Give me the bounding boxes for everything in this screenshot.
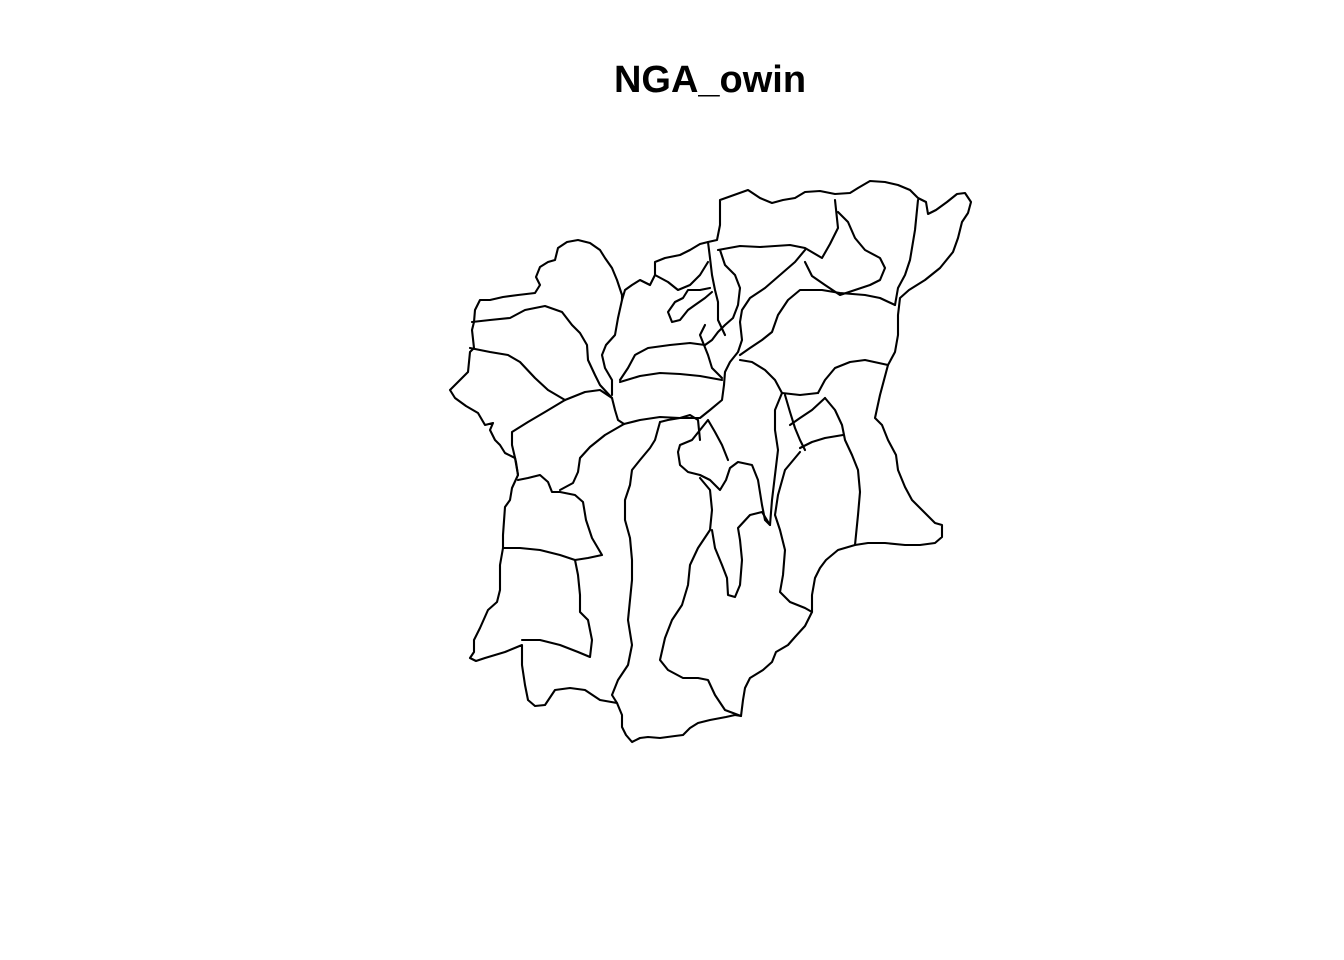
boundary-segment <box>722 248 807 387</box>
outer-boundary <box>448 179 973 744</box>
boundary-segment <box>816 358 890 395</box>
boundary-segment <box>666 286 714 324</box>
boundary-segment <box>798 433 845 450</box>
boundary-segment <box>563 388 626 426</box>
boundary-segment <box>622 383 726 426</box>
boundary-segment <box>618 341 707 382</box>
boundary-segment <box>710 510 772 599</box>
boundary-segment <box>716 198 840 260</box>
boundary-segment <box>738 358 820 397</box>
boundary-segment <box>773 450 814 614</box>
boundary-segment <box>600 298 624 397</box>
boundary-segment <box>698 323 724 380</box>
boundary-segment <box>738 288 897 357</box>
boundary-segment <box>788 396 827 427</box>
boundary-segment <box>558 422 626 492</box>
boundary-segment <box>501 546 594 659</box>
plot-title: NGA_owin <box>613 59 807 101</box>
boundary-segment <box>783 393 807 452</box>
boundary-segment <box>893 198 920 307</box>
boundary-segment <box>803 210 887 297</box>
boundary-segment <box>618 371 724 384</box>
boundary-segment <box>658 476 743 718</box>
boundary-segment <box>703 248 742 347</box>
boundary-segment <box>706 240 727 337</box>
boundary-segment <box>653 260 710 292</box>
boundary-segment <box>658 413 702 442</box>
boundary-segment <box>610 420 662 705</box>
boundary-segment <box>516 473 604 562</box>
boundary-segment <box>676 391 784 527</box>
boundary-segment <box>823 396 862 547</box>
boundary-segment <box>510 398 567 477</box>
boundary-segment <box>470 304 614 400</box>
boundary-segment <box>468 346 567 402</box>
